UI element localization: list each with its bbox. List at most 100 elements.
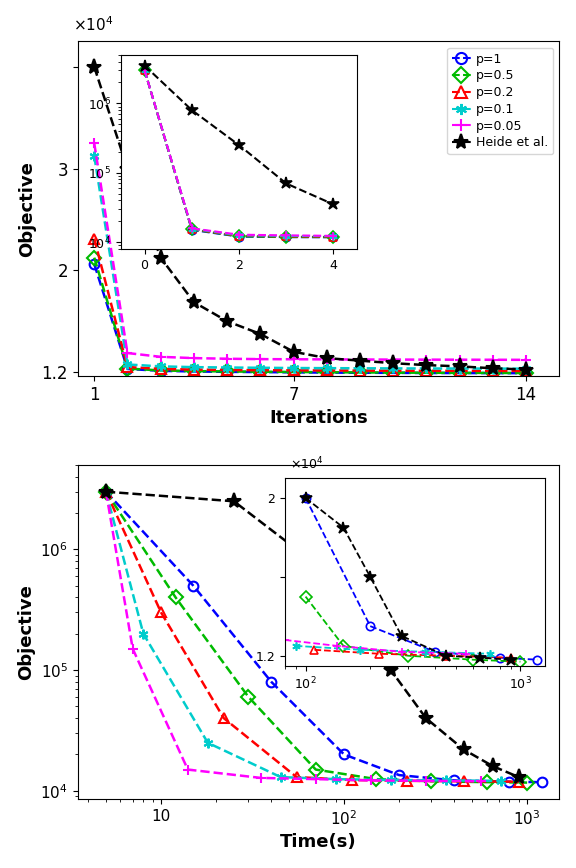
p=1 [340, 749, 347, 760]
p=0.05 [157, 352, 164, 362]
p=1 [490, 368, 497, 378]
p=1 [103, 486, 109, 496]
Line: p=0.2: p=0.2 [89, 233, 531, 376]
p=0.05 [184, 765, 191, 775]
p=0.1 [498, 776, 505, 786]
p=0.2 [220, 713, 227, 723]
Heide et al. [230, 496, 237, 507]
p=1 [157, 365, 164, 376]
Heide et al. [223, 316, 230, 326]
p=0.2 [158, 608, 165, 618]
p=1 [522, 368, 529, 378]
p=0.05 [478, 776, 484, 786]
Line: p=0.05: p=0.05 [89, 138, 531, 365]
Line: Heide et al.: Heide et al. [86, 59, 534, 378]
p=0.5 [428, 776, 435, 786]
p=0.1 [223, 362, 230, 372]
p=0.2 [124, 362, 131, 372]
p=0.5 [245, 692, 252, 702]
p=0.2 [516, 777, 522, 787]
p=0.05 [422, 776, 429, 786]
p=0.1 [204, 738, 211, 748]
p=0.2 [348, 775, 355, 786]
p=0.5 [91, 253, 98, 263]
Heide et al. [490, 761, 497, 772]
p=0.1 [191, 362, 198, 372]
p=0.5 [423, 367, 430, 378]
p=0.2 [456, 365, 463, 376]
p=1 [257, 367, 264, 378]
p=0.2 [323, 365, 330, 376]
p=0.5 [312, 765, 319, 775]
p=0.2 [257, 365, 264, 375]
Y-axis label: Objective: Objective [18, 161, 36, 257]
p=0.5 [290, 367, 297, 378]
p=0.1 [357, 363, 363, 373]
Heide et al. [124, 163, 131, 174]
X-axis label: Iterations: Iterations [269, 409, 368, 427]
Text: $\times10^4$: $\times10^4$ [73, 16, 113, 35]
p=0.5 [124, 364, 131, 374]
p=0.2 [223, 365, 230, 375]
p=0.5 [357, 367, 363, 378]
p=1 [451, 775, 458, 786]
Heide et al. [490, 363, 497, 373]
p=1 [323, 367, 330, 378]
p=0.5 [323, 367, 330, 378]
Heide et al. [91, 62, 98, 72]
X-axis label: Time(s): Time(s) [280, 833, 357, 852]
p=0.2 [290, 365, 297, 376]
p=0.05 [456, 354, 463, 365]
Heide et al. [357, 355, 363, 365]
p=0.1 [157, 361, 164, 372]
Heide et al. [422, 713, 429, 723]
Heide et al. [522, 365, 529, 375]
p=1 [191, 366, 198, 377]
Heide et al. [387, 665, 394, 675]
p=0.05 [390, 354, 397, 365]
Heide et al. [460, 744, 467, 754]
Line: p=0.1: p=0.1 [89, 151, 531, 373]
p=0.5 [172, 592, 179, 602]
p=0.2 [103, 486, 109, 496]
p=1 [268, 676, 275, 687]
p=0.1 [490, 364, 497, 374]
p=0.1 [423, 364, 430, 374]
p=0.5 [483, 777, 490, 787]
p=0.05 [357, 354, 363, 365]
Line: Heide et al.: Heide et al. [98, 484, 526, 785]
p=0.1 [290, 363, 297, 373]
p=0.05 [91, 138, 98, 148]
Heide et al. [191, 297, 198, 307]
p=0.1 [323, 363, 330, 373]
p=0.5 [373, 774, 380, 785]
p=0.2 [403, 776, 410, 786]
p=0.2 [390, 365, 397, 376]
p=1 [223, 366, 230, 377]
p=0.05 [124, 348, 131, 358]
Line: p=0.2: p=0.2 [101, 487, 524, 786]
Heide et al. [516, 772, 522, 782]
p=1 [290, 367, 297, 378]
p=0.1 [124, 359, 131, 370]
p=0.1 [91, 151, 98, 161]
p=0.2 [522, 365, 529, 376]
Heide et al. [290, 346, 297, 357]
Heide et al. [390, 358, 397, 368]
p=0.05 [103, 486, 109, 496]
p=0.1 [390, 363, 397, 373]
Heide et al. [456, 361, 463, 372]
p=0.1 [456, 364, 463, 374]
p=0.05 [367, 775, 374, 786]
p=0.5 [257, 366, 264, 377]
p=0.2 [423, 365, 430, 376]
p=1 [357, 367, 363, 378]
p=0.05 [191, 353, 198, 364]
p=0.5 [456, 368, 463, 378]
p=0.05 [257, 773, 264, 783]
Heide et al. [423, 360, 430, 371]
Line: p=0.5: p=0.5 [89, 253, 531, 378]
p=0.5 [522, 368, 529, 378]
p=0.5 [223, 366, 230, 377]
p=0.2 [357, 365, 363, 376]
